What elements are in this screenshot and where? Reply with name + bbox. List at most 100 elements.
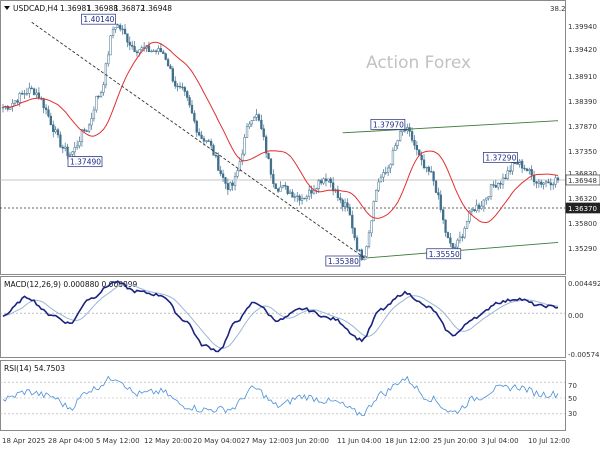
time-tick: 27 May 12:00: [241, 437, 289, 445]
candle-body: [410, 131, 414, 141]
candle: [102, 81, 105, 96]
candle-body: [229, 182, 232, 190]
price-header: USDCAD,H4 1.36981 1.36988 1.36872 1.3694…: [4, 4, 566, 13]
candle-body: [260, 119, 263, 129]
candle: [95, 95, 98, 113]
candle-body: [92, 109, 96, 119]
candle-body: [348, 207, 352, 216]
candle-body: [135, 51, 139, 54]
candle: [212, 143, 215, 156]
candle-body: [66, 146, 69, 156]
candle-body: [324, 178, 328, 182]
candle-body: [209, 141, 213, 146]
candle-body: [317, 180, 320, 189]
time-tick: 3 Jun 20:00: [289, 437, 329, 445]
candle: [506, 166, 509, 181]
candle-body: [308, 189, 311, 197]
candle: [131, 40, 134, 50]
candle-body: [437, 192, 440, 196]
candle-body: [509, 170, 512, 172]
candle-body: [176, 85, 179, 88]
candle: [99, 90, 103, 98]
candle-body: [276, 188, 280, 192]
candle: [260, 114, 263, 131]
candle-body: [300, 197, 304, 201]
candle-body: [549, 182, 552, 186]
candle: [410, 127, 414, 143]
candle-body: [119, 24, 122, 30]
candle-body: [90, 118, 93, 126]
annotation-label: 1.35550: [429, 250, 460, 259]
candle-body: [540, 181, 543, 185]
trendline: [342, 120, 559, 134]
candle: [23, 89, 26, 99]
candle: [195, 119, 198, 137]
candle: [434, 180, 438, 194]
candle-body: [379, 176, 383, 183]
annotation-label: 1.35380: [328, 257, 359, 266]
candle-body: [413, 140, 416, 146]
candle-body: [473, 209, 476, 211]
ohlc-high: 1.36988: [87, 4, 118, 13]
candle: [90, 112, 93, 130]
candle-body: [375, 189, 378, 202]
candle: [61, 144, 64, 154]
price-tags: 1.36948 1.36370: [565, 174, 600, 214]
candle: [451, 242, 454, 249]
candle: [253, 116, 256, 121]
candle-body: [159, 48, 163, 53]
candle-body: [140, 47, 143, 51]
candle-body: [241, 153, 244, 163]
candle: [389, 163, 392, 174]
candle-body: [449, 237, 452, 244]
candle: [391, 147, 395, 166]
candle: [480, 201, 483, 210]
candle: [186, 89, 189, 102]
candle: [52, 120, 55, 138]
price-tick: 1.39940: [568, 23, 597, 31]
candle-body: [520, 160, 524, 169]
candle-body: [224, 177, 227, 184]
candle-body: [442, 209, 445, 221]
candle: [248, 121, 251, 129]
candle-body: [365, 246, 368, 257]
candle: [229, 181, 232, 192]
price-tick: 1.38910: [568, 73, 597, 81]
candle-body: [49, 115, 52, 125]
candle: [346, 198, 349, 212]
candle-body: [255, 114, 258, 118]
candle: [241, 149, 244, 166]
candle: [461, 233, 464, 242]
candle: [446, 231, 450, 239]
candle: [178, 82, 182, 90]
candle-body: [432, 171, 435, 182]
candle: [269, 158, 273, 179]
candle-body: [351, 214, 354, 229]
annotation-box: [67, 156, 103, 168]
candle-body: [152, 50, 155, 52]
candle: [365, 245, 368, 258]
candle-body: [44, 107, 48, 110]
candle-body: [554, 177, 557, 185]
candle: [470, 207, 474, 215]
macd-tick: -0.005748: [568, 351, 600, 359]
candle: [87, 122, 91, 134]
candle-body: [284, 185, 287, 187]
candle-body: [202, 138, 206, 142]
candle: [442, 206, 445, 224]
candle: [324, 173, 328, 187]
candle: [394, 142, 397, 151]
candle: [370, 220, 373, 237]
rsi-tick: 50: [568, 395, 577, 403]
candle-body: [327, 178, 330, 182]
candle-body: [339, 197, 342, 201]
candle: [44, 104, 48, 115]
candle-body: [147, 45, 151, 52]
candle-body: [37, 92, 41, 99]
candle-body: [547, 181, 550, 184]
candle: [549, 178, 552, 191]
candle-body: [470, 209, 474, 212]
candle: [135, 49, 139, 57]
ohlc-low: 1.36872: [114, 4, 145, 13]
candle-body: [171, 68, 174, 82]
